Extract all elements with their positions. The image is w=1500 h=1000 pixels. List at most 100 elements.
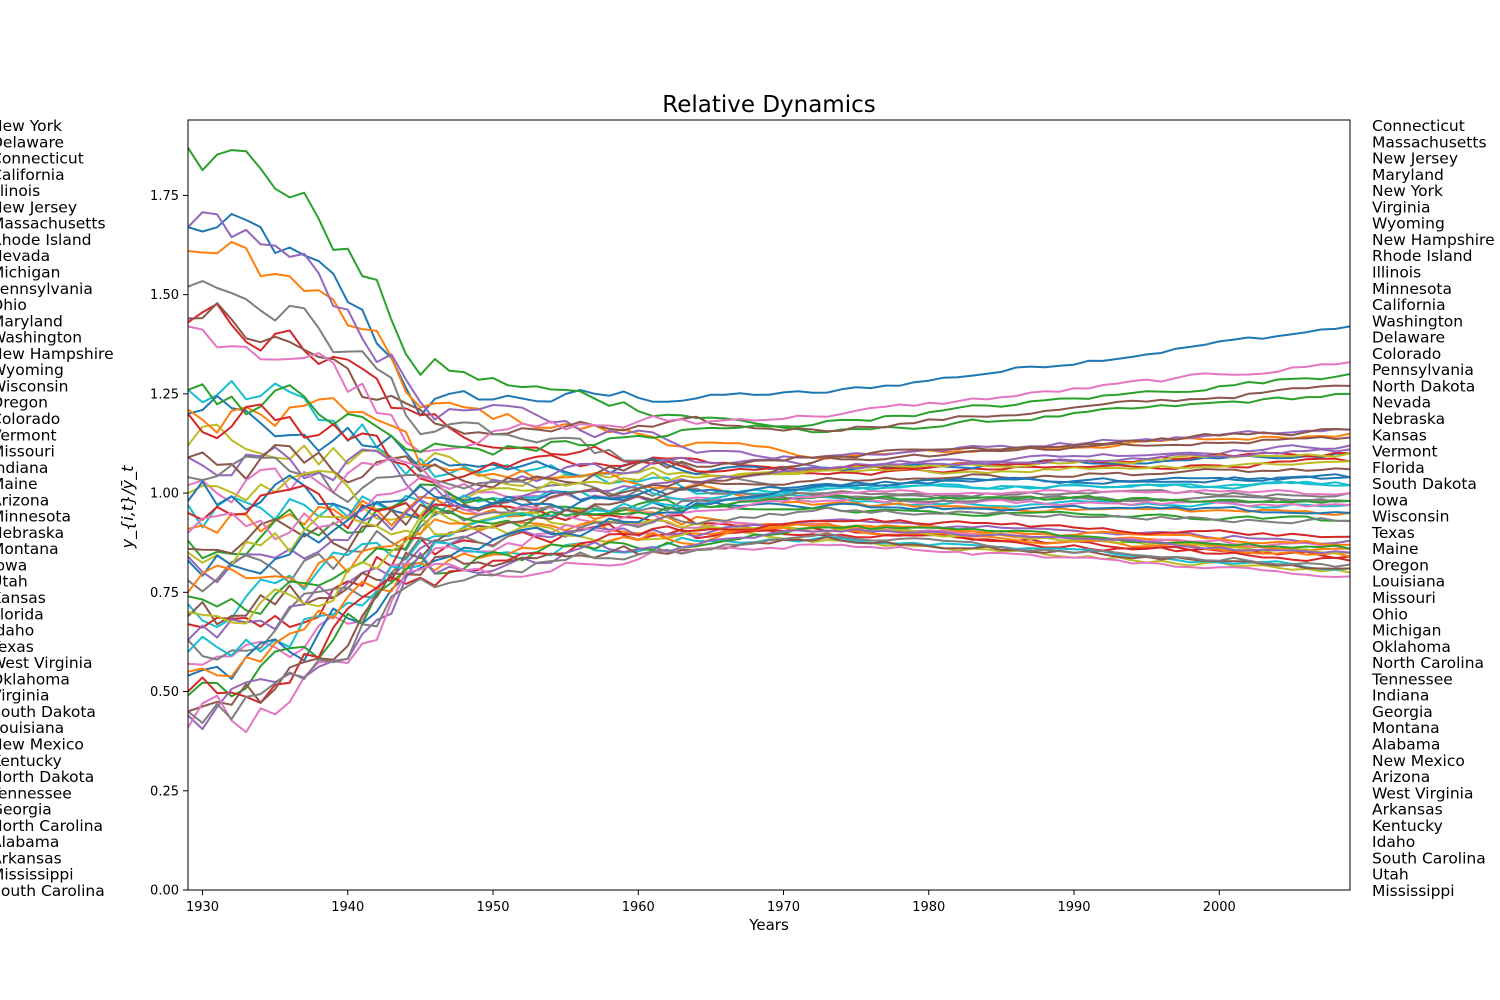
- y-tick-label: 0.00: [150, 884, 179, 899]
- left-state-labels: New YorkDelawareConnecticutCaliforniaIll…: [0, 117, 114, 900]
- left-state-label: Ohio: [0, 296, 27, 314]
- left-state-label: Wisconsin: [0, 377, 68, 395]
- series-line: [187, 473, 1351, 577]
- right-state-label: Indiana: [1372, 687, 1429, 705]
- x-tick-label: 1950: [476, 900, 509, 915]
- right-state-label: Utah: [1372, 866, 1409, 884]
- right-state-label: Rhode Island: [1372, 247, 1473, 265]
- right-state-label: Tennessee: [1371, 670, 1453, 688]
- left-state-label: Nevada: [0, 247, 50, 265]
- x-tick-label: 1930: [186, 900, 219, 915]
- right-state-label: Minnesota: [1372, 280, 1452, 298]
- right-state-label: New Jersey: [1372, 150, 1458, 168]
- left-state-label: Indiana: [0, 459, 48, 477]
- right-state-label: Kansas: [1372, 426, 1427, 444]
- series-line: [187, 509, 1351, 574]
- left-state-label: Pennsylvania: [0, 280, 93, 298]
- right-state-label: Pennsylvania: [1372, 361, 1474, 379]
- right-state-label: Alabama: [1372, 736, 1440, 754]
- right-state-label: Illinois: [1372, 263, 1421, 281]
- x-tick-label: 1940: [331, 900, 364, 915]
- right-state-label: Ohio: [1372, 605, 1408, 623]
- right-state-label: Montana: [1372, 719, 1440, 737]
- series-layer: [187, 147, 1351, 734]
- left-state-label: Maine: [0, 475, 38, 493]
- series-line: [187, 325, 1351, 453]
- series-line: [187, 518, 1351, 593]
- left-state-label: South Carolina: [0, 882, 105, 900]
- series-line: [187, 494, 1351, 615]
- y-tick-label: 1.75: [150, 189, 179, 204]
- right-state-label: Wisconsin: [1372, 508, 1449, 526]
- series-line: [187, 302, 1351, 436]
- left-state-label: North Dakota: [0, 768, 94, 786]
- left-state-label: Oklahoma: [0, 670, 70, 688]
- series-line: [187, 147, 1351, 434]
- y-tick-label: 0.50: [150, 685, 179, 700]
- series-line: [187, 211, 1351, 470]
- right-state-label: West Virginia: [1372, 784, 1473, 802]
- series-line: [187, 474, 1351, 522]
- left-state-label: Massachusetts: [0, 215, 106, 233]
- right-state-label: Massachusetts: [1372, 133, 1487, 151]
- left-state-label: Nebraska: [0, 524, 64, 542]
- left-state-label: Florida: [0, 605, 44, 623]
- left-state-label: Virginia: [0, 687, 49, 705]
- right-state-label: Oregon: [1372, 556, 1429, 574]
- series-line: [187, 483, 1351, 560]
- right-state-label: North Carolina: [1372, 654, 1484, 672]
- right-state-label: New York: [1372, 182, 1443, 200]
- left-state-label: West Virginia: [0, 654, 92, 672]
- right-state-label: Kentucky: [1372, 817, 1443, 835]
- left-state-label: New Jersey: [0, 198, 77, 216]
- right-state-label: Georgia: [1372, 703, 1433, 721]
- series-line: [187, 303, 1351, 476]
- left-state-label: Vermont: [0, 426, 57, 444]
- left-state-label: California: [0, 166, 65, 184]
- series-line: [187, 475, 1351, 680]
- left-state-label: Utah: [0, 573, 28, 591]
- right-state-label: Texas: [1371, 524, 1415, 542]
- right-state-label: Louisiana: [1372, 573, 1445, 591]
- chart-title: Relative Dynamics: [662, 92, 875, 118]
- left-state-label: Missouri: [0, 443, 55, 461]
- left-state-label: North Carolina: [0, 817, 103, 835]
- right-state-label: Vermont: [1372, 443, 1438, 461]
- left-state-label: Tennessee: [0, 784, 72, 802]
- right-state-label: Missouri: [1372, 589, 1436, 607]
- y-tick-label: 0.75: [150, 586, 179, 601]
- series-line: [187, 518, 1351, 704]
- right-state-label: Delaware: [1372, 329, 1445, 347]
- right-state-label: Idaho: [1372, 833, 1415, 851]
- left-state-label: Minnesota: [0, 508, 71, 526]
- series-line: [187, 428, 1351, 489]
- left-state-label: Louisiana: [0, 719, 64, 737]
- right-state-label: South Carolina: [1372, 849, 1486, 867]
- plot-frame: [187, 119, 1351, 891]
- right-state-label: Oklahoma: [1372, 638, 1451, 656]
- series-line: [187, 536, 1351, 713]
- y-tick-label: 1.50: [150, 288, 179, 303]
- left-state-label: Maryland: [0, 312, 63, 330]
- right-state-label: Arkansas: [1372, 801, 1443, 819]
- series-line: [187, 532, 1351, 724]
- x-tick-label: 1970: [767, 900, 800, 915]
- y-axis-label: y_{i,t}/ȳ_t: [118, 465, 138, 549]
- left-state-label: Iowa: [0, 556, 27, 574]
- left-state-label: Colorado: [0, 410, 60, 428]
- left-state-label: Alabama: [0, 833, 59, 851]
- y-tick-label: 0.25: [150, 784, 179, 799]
- left-state-label: Rhode Island: [0, 231, 92, 249]
- right-state-label: Nebraska: [1372, 410, 1445, 428]
- right-state-label: Maine: [1372, 540, 1419, 558]
- left-state-label: Oregon: [0, 394, 48, 412]
- right-state-label: Connecticut: [1372, 117, 1465, 135]
- series-line: [187, 395, 1351, 478]
- right-state-label: Iowa: [1372, 491, 1408, 509]
- x-tick-label: 1960: [622, 900, 655, 915]
- right-state-label: Nevada: [1372, 394, 1431, 412]
- left-state-label: New York: [0, 117, 62, 135]
- left-state-label: Arkansas: [0, 849, 62, 867]
